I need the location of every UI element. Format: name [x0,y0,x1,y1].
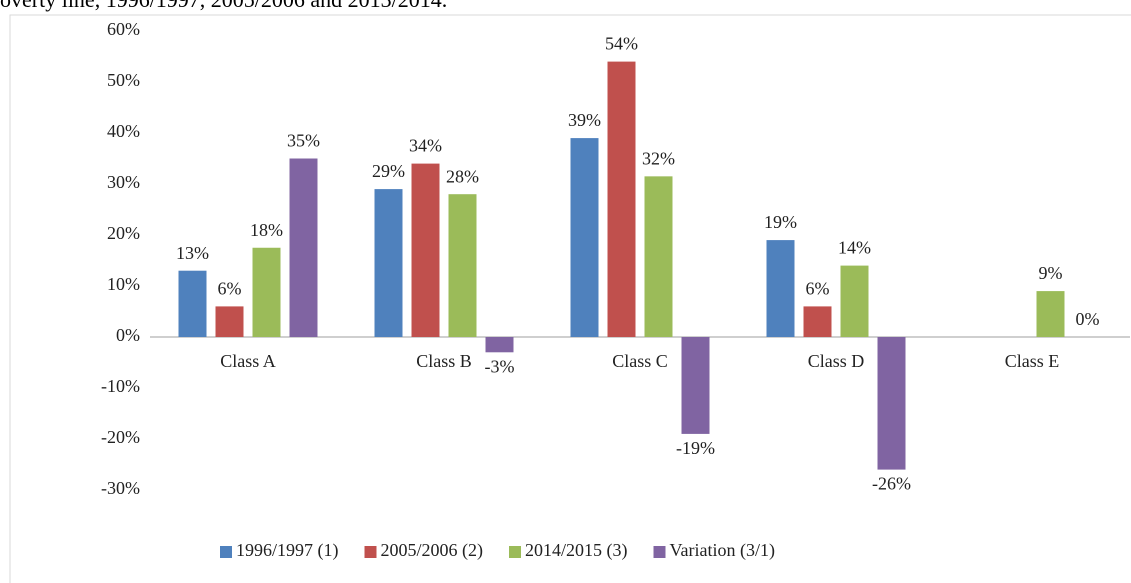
data-label: 13% [176,243,209,263]
data-label: 39% [568,110,601,130]
bar [681,337,710,434]
data-label: -19% [676,438,715,458]
data-label: 32% [642,148,675,168]
x-tick-label: Class D [808,351,865,371]
data-label: 18% [250,220,283,240]
bar [215,306,244,337]
y-tick-label: -30% [101,478,140,498]
legend-label: 2005/2006 (2) [381,540,484,561]
bar [570,138,599,337]
bar [448,194,477,337]
data-label: 54% [605,34,638,54]
y-tick-label: 10% [107,274,140,294]
bar [289,158,318,337]
data-label: 34% [409,136,442,156]
data-label: -3% [485,356,515,376]
x-tick-label: Class C [612,351,668,371]
legend-label: Variation (3/1) [670,540,775,561]
bar [607,61,636,337]
x-tick-label: Class E [1005,351,1060,371]
bar [178,270,207,337]
y-tick-label: -20% [101,427,140,447]
data-label: 28% [446,166,479,186]
bar [1036,291,1065,337]
legend-swatch [220,546,232,558]
legend-label: 2014/2015 (3) [525,540,628,561]
bar [803,306,832,337]
y-tick-label: -10% [101,376,140,396]
data-label: -26% [872,474,911,494]
data-label: 14% [838,238,871,258]
caption: overty line, 1996/1997, 2005/2006 and 20… [0,0,447,12]
bar [485,337,514,353]
data-label: 29% [372,161,405,181]
data-label: 6% [806,279,830,299]
chart-frame [9,14,1131,583]
data-label: 6% [218,279,242,299]
bar [766,240,795,337]
x-tick-label: Class A [220,351,276,371]
legend-swatch [509,546,521,558]
y-tick-label: 60% [107,19,140,39]
bar [840,265,869,337]
x-tick-label: Class B [416,351,472,371]
y-tick-label: 0% [116,325,140,345]
legend-label: 1996/1997 (1) [236,540,339,561]
legend-swatch [364,546,377,558]
y-tick-label: 20% [107,223,140,243]
bar [411,163,440,337]
data-label: 19% [764,212,797,232]
data-label: 35% [287,131,320,151]
data-label: 9% [1039,263,1063,283]
bar [252,247,281,337]
bar [644,176,673,337]
data-label: 0% [1076,309,1100,329]
y-tick-label: 40% [107,121,140,141]
bar [877,337,906,470]
y-tick-label: 30% [107,172,140,192]
y-tick-label: 50% [107,70,140,90]
bar [374,189,403,337]
legend-swatch [653,546,666,558]
